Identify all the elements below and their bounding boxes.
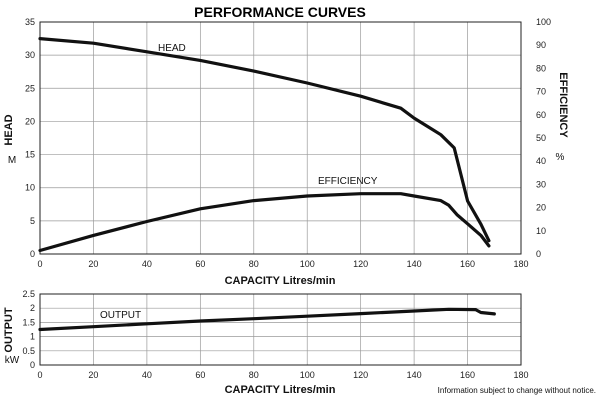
- bottom-chart-frame: [39, 293, 522, 366]
- y-tick-label: 35: [25, 17, 35, 27]
- x-tick-label: 120: [353, 259, 368, 269]
- output-unit-label: kW: [5, 355, 20, 366]
- x-tick-label: 40: [142, 259, 152, 269]
- y2-tick-label: 20: [536, 203, 546, 213]
- x-tick-label: 20: [88, 370, 98, 380]
- output-curve: [38, 307, 496, 332]
- y-tick-label: 1.5: [22, 317, 35, 327]
- y2-tick-label: 80: [536, 63, 546, 73]
- chart-title: PERFORMANCE CURVES: [194, 4, 366, 20]
- top-chart-grid: [40, 22, 521, 254]
- head-unit-label: M: [8, 155, 16, 166]
- y-tick-label: 30: [25, 50, 35, 60]
- y2-tick-label: 60: [536, 110, 546, 120]
- bottom-y-ticks: 0 0.5 1 1.5 2 2.5: [22, 289, 35, 370]
- bottom-chart-grid: [40, 294, 521, 365]
- head-series-label: HEAD: [158, 43, 186, 54]
- x-tick-label: 140: [407, 370, 422, 380]
- x-tick-label: 160: [460, 259, 475, 269]
- x-tick-label: 140: [407, 259, 422, 269]
- x-tick-label: 40: [142, 370, 152, 380]
- x-tick-label: 180: [513, 370, 528, 380]
- bottom-series: [38, 307, 496, 332]
- y-tick-label: 0: [30, 360, 35, 370]
- top-x-axis-label: CAPACITY Litres/min: [225, 275, 336, 287]
- efficiency-series-label: EFFICIENCY: [318, 176, 378, 187]
- y2-tick-label: 100: [536, 17, 551, 27]
- y2-tick-label: 90: [536, 40, 546, 50]
- top-y-ticks: 0 5 10 15 20 25 30 35: [25, 17, 35, 259]
- y-tick-label: 0: [30, 249, 35, 259]
- top-series: [38, 37, 491, 253]
- top-chart-frame: [39, 21, 522, 255]
- y2-tick-label: 10: [536, 226, 546, 236]
- y2-tick-label: 50: [536, 133, 546, 143]
- y-tick-label: 5: [30, 216, 35, 226]
- y2-tick-label: 70: [536, 87, 546, 97]
- y-tick-label: 10: [25, 183, 35, 193]
- efficiency-unit-label: %: [556, 152, 565, 163]
- y2-tick-label: 40: [536, 156, 546, 166]
- x-tick-label: 80: [249, 370, 259, 380]
- head-curve: [38, 37, 491, 243]
- footnote: Information subject to change without no…: [438, 386, 596, 395]
- x-tick-label: 20: [88, 259, 98, 269]
- top-y2-ticks: 0 10 20 30 40 50 60 70 80 90 100: [536, 17, 551, 259]
- efficiency-axis-label: EFFICIENCY: [557, 72, 569, 138]
- top-x-ticks: 0 20 40 60 80 100 120 140 160 180: [37, 259, 528, 269]
- x-tick-label: 180: [513, 259, 528, 269]
- x-tick-label: 100: [300, 370, 315, 380]
- y-tick-label: 0.5: [22, 346, 35, 356]
- x-tick-label: 0: [37, 370, 42, 380]
- y2-tick-label: 30: [536, 179, 546, 189]
- x-tick-label: 100: [300, 259, 315, 269]
- x-tick-label: 60: [195, 370, 205, 380]
- y-tick-label: 1: [30, 332, 35, 342]
- head-axis-label: HEAD: [3, 114, 15, 145]
- y-tick-label: 2: [30, 303, 35, 313]
- x-tick-label: 60: [195, 259, 205, 269]
- x-tick-label: 0: [37, 259, 42, 269]
- bottom-x-ticks: 0 20 40 60 80 100 120 140 160 180: [37, 370, 528, 380]
- output-axis-label: OUTPUT: [3, 307, 15, 353]
- output-series-label: OUTPUT: [100, 310, 141, 321]
- x-tick-label: 160: [460, 370, 475, 380]
- y2-tick-label: 0: [536, 249, 541, 259]
- y-tick-label: 2.5: [22, 289, 35, 299]
- efficiency-curve: [38, 192, 491, 253]
- y-tick-label: 25: [25, 83, 35, 93]
- y-tick-label: 20: [25, 116, 35, 126]
- bottom-x-axis-label: CAPACITY Litres/min: [225, 384, 336, 396]
- x-tick-label: 80: [249, 259, 259, 269]
- y-tick-label: 15: [25, 150, 35, 160]
- x-tick-label: 120: [353, 370, 368, 380]
